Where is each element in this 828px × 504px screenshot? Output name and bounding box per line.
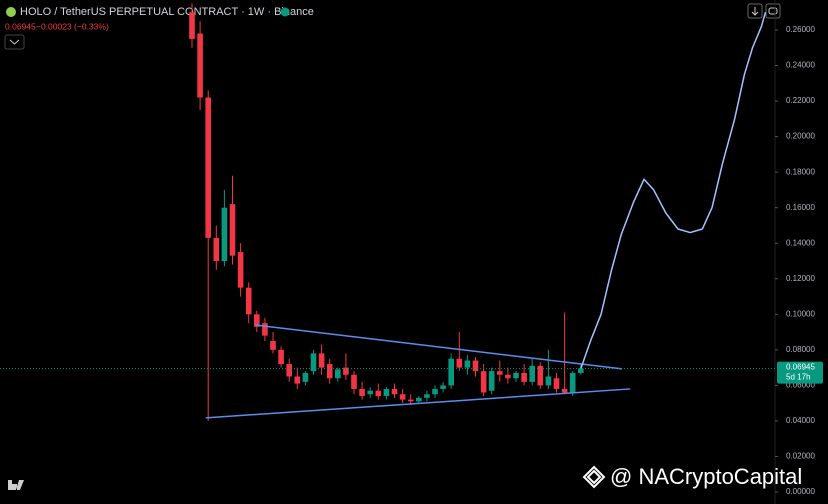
- candle-body: [278, 349, 284, 365]
- logo-shape: [8, 480, 24, 490]
- candle-body: [391, 388, 398, 395]
- watermark-logo: [582, 465, 606, 489]
- y-tick-label: 0.16000: [786, 203, 815, 212]
- y-tick-label: 0.12000: [786, 274, 815, 283]
- arrow: [751, 7, 759, 16]
- collapse-button[interactable]: [4, 34, 25, 50]
- y-tick-label: 0.18000: [786, 167, 815, 176]
- candle-body: [456, 358, 463, 368]
- price-value: 0.06945: [5, 21, 36, 31]
- price-change: −0.00023 (−0.33%): [36, 21, 109, 31]
- y-tick-label: 0.08000: [786, 345, 815, 354]
- y-tick-label: 0.02000: [786, 452, 815, 461]
- candle-body: [310, 353, 317, 372]
- candle-body: [294, 376, 301, 384]
- y-tick-label: 0.00000: [786, 487, 815, 496]
- trendline: [255, 324, 623, 370]
- icon: [768, 7, 778, 15]
- y-tick-label: 0.10000: [786, 309, 815, 318]
- candle-body: [424, 394, 430, 398]
- last-price-label: 0.06945: [786, 363, 815, 372]
- candle-body: [229, 204, 236, 256]
- symbol-icon: [6, 7, 16, 17]
- candle-body: [302, 372, 309, 382]
- tv-logo: [8, 480, 24, 490]
- candle-body: [221, 207, 228, 261]
- candle-body: [448, 358, 454, 386]
- candle-body: [335, 369, 341, 379]
- settings-button[interactable]: [765, 3, 781, 19]
- candle-body: [497, 371, 503, 375]
- candle-body: [213, 237, 220, 261]
- candle-body: [537, 365, 544, 386]
- candle-body: [245, 287, 252, 315]
- y-tick-label: 0.04000: [786, 416, 815, 425]
- chevron: [9, 39, 20, 45]
- candle-body: [375, 390, 382, 397]
- candle-body: [286, 364, 292, 377]
- candle-body: [561, 388, 568, 393]
- candle-body: [472, 360, 479, 372]
- countdown-label: 5d 17h: [786, 373, 810, 382]
- candle-body: [416, 397, 422, 402]
- candle-body: [254, 314, 260, 327]
- candle-body: [569, 372, 576, 393]
- candle-body: [351, 374, 357, 389]
- candle-body: [505, 374, 511, 379]
- watermark: @ NACryptoCapital: [610, 464, 802, 489]
- chart-title: HOLO / TetherUS PERPETUAL CONTRACT · 1W …: [20, 6, 314, 18]
- y-tick-label: 0.14000: [786, 238, 815, 247]
- trendline: [205, 388, 631, 419]
- candle-body: [399, 394, 406, 400]
- candle-body: [359, 388, 365, 397]
- y-tick-label: 0.06000: [786, 380, 815, 389]
- y-tick-label: 0.26000: [786, 25, 815, 34]
- candle-body: [383, 388, 390, 397]
- candle-body: [553, 378, 560, 389]
- candle-body: [270, 340, 276, 350]
- y-tick-label: 0.24000: [786, 61, 815, 70]
- candle-body: [440, 385, 446, 389]
- candle-body: [432, 388, 438, 395]
- candle-body: [480, 371, 487, 393]
- candle-body: [367, 390, 373, 395]
- last-price-tag: [777, 361, 823, 384]
- candle-body: [488, 371, 495, 391]
- y-tick-label: 0.20000: [786, 132, 815, 141]
- candle-body: [262, 323, 268, 336]
- diamond: [582, 465, 606, 489]
- candle-body: [326, 364, 333, 379]
- candle-body: [205, 97, 211, 238]
- candle-body: [189, 12, 195, 39]
- y-tick-label: 0.22000: [786, 96, 815, 105]
- candle-body: [521, 372, 527, 382]
- candle-body: [318, 353, 325, 368]
- candle-body: [343, 367, 349, 375]
- status-dot: [280, 7, 290, 17]
- candle-body: [237, 252, 244, 288]
- candle-body: [464, 360, 471, 368]
- candle-body: [513, 372, 519, 379]
- candle-body: [529, 365, 535, 382]
- candle-body: [407, 399, 414, 402]
- candle-body: [578, 368, 584, 373]
- candle-body: [197, 33, 203, 98]
- projection-line: [580, 12, 767, 369]
- candle-body: [545, 376, 552, 386]
- scroll-button[interactable]: [747, 3, 763, 19]
